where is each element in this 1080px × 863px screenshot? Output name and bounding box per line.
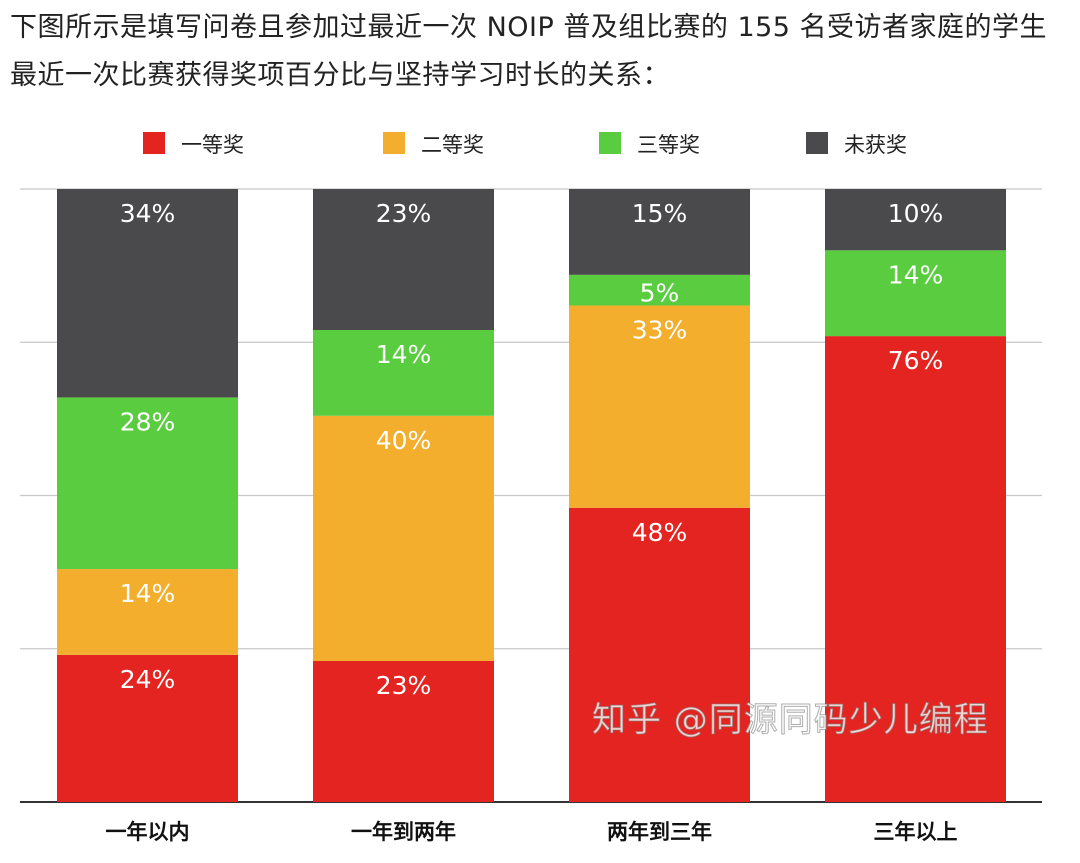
data-label: 48% [632, 518, 688, 547]
category-label: 一年到两年 [351, 820, 456, 844]
bar-segment [313, 415, 494, 662]
bar-segment [825, 189, 1006, 251]
legend-swatch [806, 132, 828, 154]
bar-segment [57, 189, 238, 398]
data-label: 5% [640, 278, 680, 307]
legend-swatch [383, 132, 405, 154]
category-label: 一年以内 [106, 820, 190, 844]
bar-segment [57, 569, 238, 655]
data-label: 76% [888, 346, 944, 375]
bar-segment [57, 397, 238, 570]
data-label: 14% [888, 260, 944, 289]
data-label: 23% [376, 199, 432, 228]
bar-segment [313, 329, 494, 416]
bar-segment [313, 661, 494, 802]
legend-swatch [143, 132, 165, 154]
watermark: 知乎 @同源同码少儿编程 [592, 700, 989, 741]
intro-text: 下图所示是填写问卷且参加过最近一次 NOIP 普及组比赛的 155 名受访者家庭… [10, 12, 1048, 91]
bar-segment [569, 305, 750, 508]
data-label: 23% [376, 671, 432, 700]
bar-segment [313, 189, 494, 330]
category-label: 三年以上 [874, 820, 958, 844]
data-label: 14% [120, 579, 176, 608]
legend-swatch [599, 132, 621, 154]
legend-label: 三等奖 [637, 133, 700, 157]
data-label: 10% [888, 199, 944, 228]
data-label: 24% [120, 665, 176, 694]
legend-label: 一等奖 [181, 133, 244, 157]
data-label: 40% [376, 426, 432, 455]
legend-label: 未获奖 [844, 133, 907, 157]
bar-segment [825, 336, 1006, 802]
bar-segment [569, 189, 750, 275]
bar-segment [569, 507, 750, 802]
bar-segment [825, 250, 1006, 337]
legend-label: 二等奖 [421, 133, 484, 157]
data-label: 28% [120, 407, 176, 436]
data-label: 34% [120, 199, 176, 228]
data-label: 15% [632, 199, 688, 228]
data-label: 33% [632, 315, 688, 344]
bar-segment [57, 654, 238, 802]
bar-segment [569, 274, 750, 306]
data-label: 14% [376, 340, 432, 369]
category-label: 两年到三年 [607, 820, 712, 844]
